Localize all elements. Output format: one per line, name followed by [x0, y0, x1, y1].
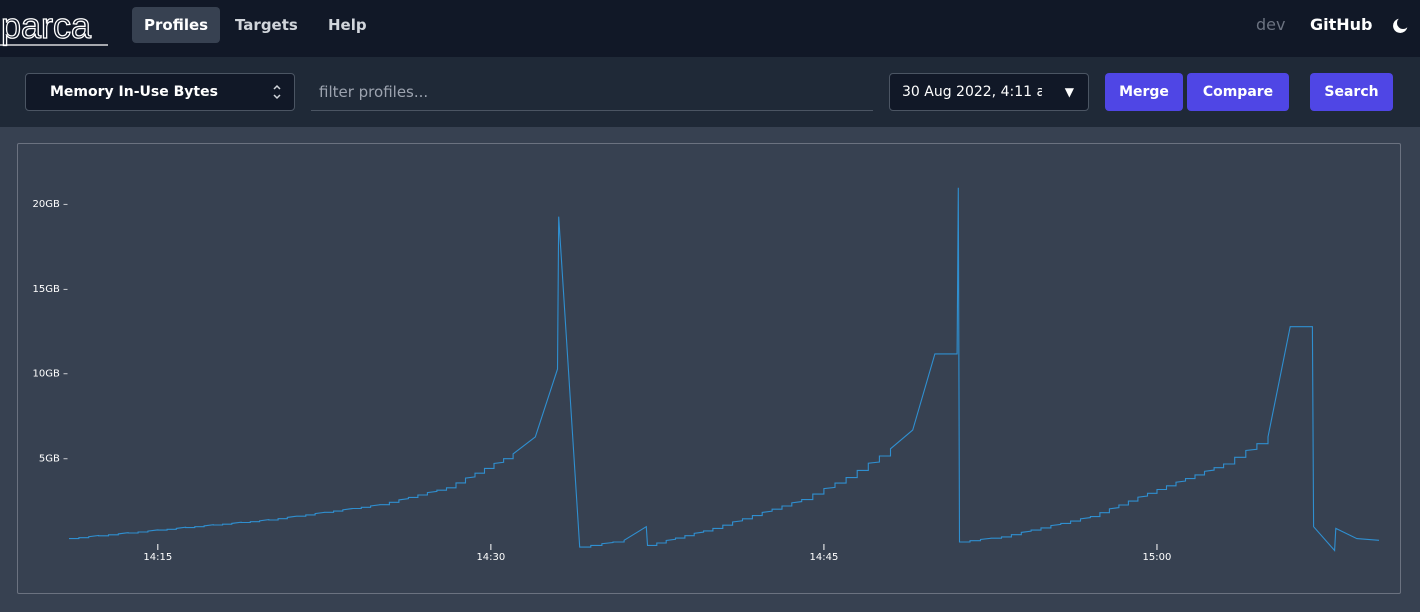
y-tick-label: 15GB –: [32, 284, 68, 295]
query-toolbar: Memory In-Use Bytes 30 Aug 2022, 4:11 a.…: [0, 57, 1420, 127]
compare-button[interactable]: Compare: [1187, 73, 1289, 111]
top-navbar: parca Profiles Targets Help dev GitHub: [0, 0, 1420, 52]
x-tick-label: 14:45: [810, 552, 839, 563]
dropdown-arrow-icon: ▼: [1064, 85, 1074, 99]
y-tick-label: 5GB –: [39, 453, 68, 464]
filter-profiles-input[interactable]: [311, 73, 873, 111]
merge-button[interactable]: Merge: [1105, 73, 1183, 111]
github-link[interactable]: GitHub: [1310, 15, 1373, 34]
x-tick-label: 14:30: [476, 552, 505, 563]
metrics-graph[interactable]: 5GB –10GB –15GB –20GB – 14:15 14:30 14:45 1…: [17, 143, 1401, 594]
y-axis: 5GB – 10GB – 15GB – 20GB –: [32, 199, 68, 464]
search-button[interactable]: Search: [1310, 73, 1393, 111]
x-axis: 14:15 14:30 14:45 15:00: [143, 544, 1171, 563]
y-tick-label: 20GB –: [32, 199, 68, 210]
series-group: [69, 187, 1380, 552]
nav-targets[interactable]: Targets: [235, 16, 298, 34]
svg-text:parca: parca: [1, 6, 92, 46]
y-tick-label: 10GB –: [32, 369, 68, 380]
date-range-value: 30 Aug 2022, 4:11 a...: [902, 84, 1042, 100]
profile-type-select[interactable]: Memory In-Use Bytes: [25, 73, 295, 111]
nav-profiles[interactable]: Profiles: [132, 7, 221, 43]
x-tick-label: 14:15: [143, 552, 172, 563]
chevron-updown-icon: [273, 84, 281, 100]
nav-help[interactable]: Help: [328, 16, 367, 34]
version-label: dev: [1256, 15, 1286, 34]
date-range-picker[interactable]: 30 Aug 2022, 4:11 a... ▼: [889, 73, 1089, 111]
parca-logo[interactable]: parca: [0, 6, 110, 48]
series-line-0[interactable]: [69, 187, 1380, 552]
metrics-panel: 5GB –10GB –15GB –20GB – 14:15 14:30 14:45 1…: [0, 127, 1420, 612]
profile-type-value: Memory In-Use Bytes: [50, 84, 218, 100]
metrics-chart-svg[interactable]: 5GB –10GB –15GB –20GB – 14:15 14:30 14:45 1…: [18, 144, 1402, 595]
x-tick-label: 15:00: [1143, 552, 1172, 563]
moon-icon[interactable]: [1392, 16, 1410, 34]
